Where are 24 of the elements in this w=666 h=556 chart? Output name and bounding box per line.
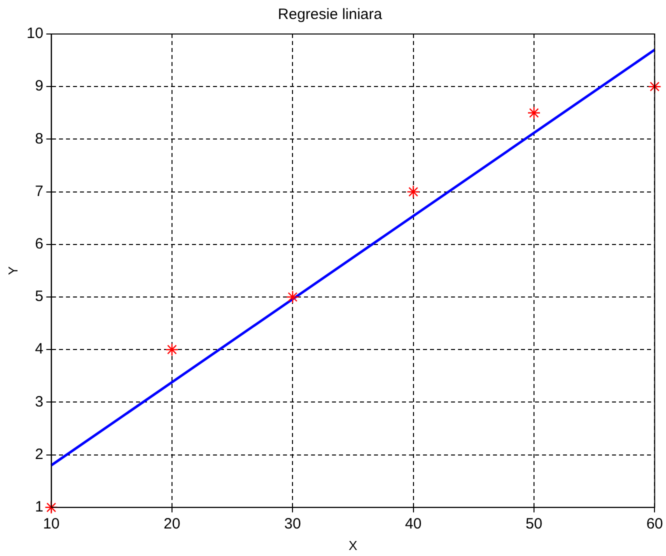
y-tick-label: 2: [34, 446, 44, 463]
x-tick-label: 40: [404, 516, 422, 533]
point: [44, 500, 58, 514]
y-tick-label: 10: [26, 25, 44, 42]
x-tick-label: 30: [284, 516, 301, 533]
x-tick-label: 20: [164, 516, 180, 533]
y-tick-label: 8: [34, 130, 44, 148]
y-tick-label: 4: [34, 340, 44, 358]
chart-title: Regresie liniara: [278, 6, 383, 24]
y-tick-label: 1: [34, 498, 44, 516]
y-axis-title: Y: [5, 266, 20, 276]
point: [648, 80, 662, 94]
point: [286, 290, 300, 304]
point: [165, 343, 179, 356]
x-tick-label: 50: [526, 516, 542, 533]
point: [527, 106, 541, 120]
y-tick-label: 7: [34, 182, 44, 200]
y-tick-label: 3: [34, 393, 44, 410]
x-tick-label: 60: [646, 516, 663, 533]
y-tick-label: 5: [34, 288, 44, 306]
point: [406, 185, 420, 198]
x-axis-title: X: [348, 538, 358, 553]
y-tick-label: 9: [34, 78, 44, 95]
y-tick-label: 6: [34, 236, 44, 253]
